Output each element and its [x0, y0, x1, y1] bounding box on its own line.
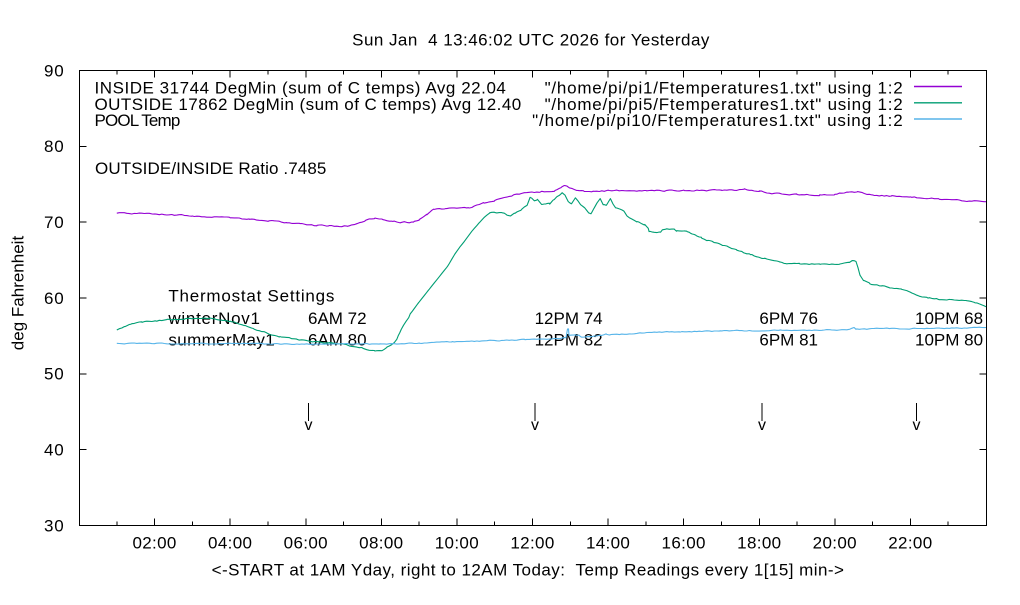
svg-text:06:00: 06:00 — [284, 534, 328, 553]
svg-text:Thermostat Settings: Thermostat Settings — [168, 287, 335, 306]
svg-text:v: v — [531, 417, 539, 434]
svg-text:40: 40 — [44, 441, 65, 460]
svg-text:30: 30 — [44, 516, 65, 535]
svg-text:"/home/pi/pi1/Ftemperatures1.t: "/home/pi/pi1/Ftemperatures1.txt" using … — [545, 79, 904, 98]
svg-text:OUTSIDE/INSIDE Ratio .7485: OUTSIDE/INSIDE Ratio .7485 — [95, 159, 327, 178]
svg-text:6AM 72: 6AM 72 — [308, 309, 367, 328]
svg-text:"/home/pi/pi10/Ftemperatures1.: "/home/pi/pi10/Ftemperatures1.txt" using… — [532, 111, 903, 130]
svg-text:80: 80 — [44, 137, 65, 156]
svg-text:v: v — [758, 417, 766, 434]
svg-text:18:00: 18:00 — [737, 534, 781, 553]
svg-text:POOL Temp: POOL Temp — [95, 111, 180, 130]
svg-text:6PM 81: 6PM 81 — [759, 330, 818, 349]
svg-text:50: 50 — [44, 365, 65, 384]
svg-text:deg Fahrenheit: deg Fahrenheit — [9, 236, 28, 351]
svg-text:12PM 82: 12PM 82 — [535, 330, 603, 349]
svg-text:60: 60 — [44, 289, 65, 308]
svg-text:08:00: 08:00 — [359, 534, 403, 553]
svg-text:04:00: 04:00 — [208, 534, 252, 553]
svg-text:INSIDE 31744 DegMin (sum of C: INSIDE 31744 DegMin (sum of C temps) Avg… — [95, 79, 507, 98]
svg-text:22:00: 22:00 — [888, 534, 932, 553]
svg-text:10PM 68: 10PM 68 — [915, 309, 983, 328]
svg-text:10:00: 10:00 — [435, 534, 479, 553]
svg-text:02:00: 02:00 — [132, 534, 176, 553]
svg-text:20:00: 20:00 — [813, 534, 857, 553]
svg-text:12:00: 12:00 — [510, 534, 554, 553]
svg-text:<-START at 1AM Yday, right to: <-START at 1AM Yday, right to 12AM Today… — [212, 561, 845, 580]
svg-text:6PM 76: 6PM 76 — [759, 309, 818, 328]
svg-text:70: 70 — [44, 213, 65, 232]
svg-text:Sun Jan 4 13:46:02 UTC 2026 f: Sun Jan 4 13:46:02 UTC 2026 for Yesterda… — [352, 31, 710, 50]
svg-text:"/home/pi/pi5/Ftemperatures1.t: "/home/pi/pi5/Ftemperatures1.txt" using … — [545, 95, 904, 114]
svg-text:16:00: 16:00 — [662, 534, 706, 553]
svg-text:v: v — [305, 417, 313, 434]
svg-text:12PM 74: 12PM 74 — [535, 309, 603, 328]
svg-text:90: 90 — [44, 61, 65, 80]
svg-text:6AM 80: 6AM 80 — [308, 330, 367, 349]
svg-text:10PM 80: 10PM 80 — [915, 330, 983, 349]
svg-text:14:00: 14:00 — [586, 534, 630, 553]
svg-text:v: v — [913, 417, 921, 434]
svg-text:summerMay1: summerMay1 — [168, 330, 275, 349]
svg-text:OUTSIDE 17862 DegMin (sum of C: OUTSIDE 17862 DegMin (sum of C temps) Av… — [95, 95, 522, 114]
